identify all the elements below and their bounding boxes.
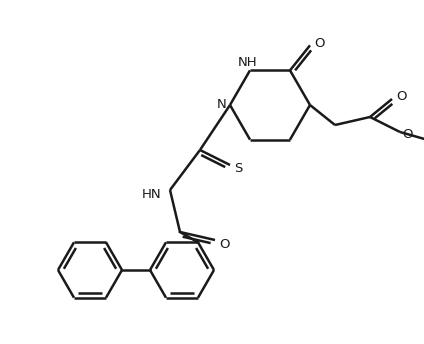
Text: NH: NH xyxy=(238,56,258,69)
Text: O: O xyxy=(219,237,229,250)
Text: S: S xyxy=(234,162,243,175)
Text: O: O xyxy=(314,37,324,50)
Text: HN: HN xyxy=(142,187,162,201)
Text: O: O xyxy=(396,90,407,104)
Text: O: O xyxy=(402,128,413,140)
Text: N: N xyxy=(217,98,227,111)
